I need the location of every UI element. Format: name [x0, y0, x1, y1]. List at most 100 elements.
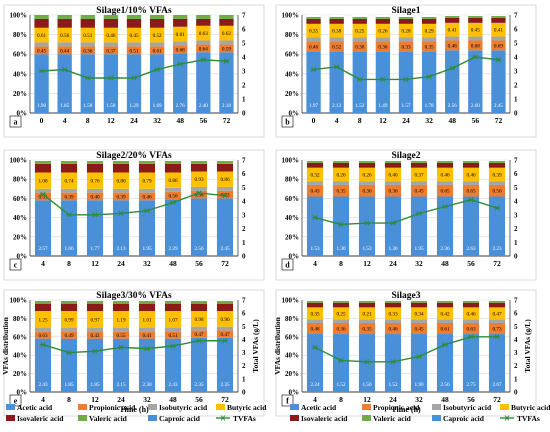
x-tick-label: 12: [379, 116, 387, 125]
bar-segment-isovaleric: [462, 302, 480, 308]
y-axis-label-left: VFAs distribution: [1, 316, 10, 374]
bar-segment-caproic: [190, 160, 208, 161]
data-label-butyric: 0.86: [168, 178, 177, 184]
y-tick-left: 0%: [289, 389, 300, 397]
y-tick-right: 7: [242, 297, 246, 305]
bar-segment-propionic: [462, 323, 480, 335]
tvfa-marker: [66, 350, 72, 356]
bar-segment-isobutyric: [410, 181, 428, 185]
x-tick-label: 4: [63, 116, 67, 125]
bar-segment-caproic: [462, 160, 480, 161]
bar-segment-isobutyric: [86, 327, 104, 332]
y-tick-left: 100%: [10, 12, 28, 20]
bar-segment-butyric: [190, 171, 208, 187]
bar-segment-butyric: [488, 167, 506, 182]
bar-segment-butyric: [306, 167, 324, 182]
bar-segment-isovaleric: [112, 163, 130, 173]
y-tick-left: 0%: [17, 389, 28, 397]
y-tick-left: 80%: [285, 315, 299, 323]
bar-segment-propionic: [190, 190, 208, 199]
bar-segment-isovaleric: [149, 18, 165, 28]
y-tick-right: 7: [242, 12, 246, 20]
bar-segment-butyric: [86, 311, 104, 328]
bar-segment-acetic: [398, 51, 414, 113]
data-label-acetic: 2.35: [220, 382, 229, 388]
bar-segment-propionic: [491, 40, 506, 51]
panel-letter-box: [9, 115, 22, 128]
bar-segment-isobutyric: [138, 188, 156, 193]
data-label-butyric: 0.29: [425, 29, 434, 35]
y-tick-right: 1: [514, 96, 518, 104]
legend-label: Valeric acid: [373, 414, 412, 423]
bar-segment-isobutyric: [80, 42, 95, 47]
bar-segment-isovaleric: [375, 18, 391, 24]
y-tick-left: 20%: [13, 233, 27, 241]
bar-segment-propionic: [103, 46, 119, 55]
bar-segment-propionic: [86, 192, 104, 201]
bar-segment-propionic: [219, 44, 234, 53]
bar-segment-isovaleric: [86, 303, 104, 312]
bar-segment-isobutyric: [112, 188, 130, 193]
bar-segment-valeric: [398, 16, 414, 19]
bar-segment-valeric: [306, 160, 324, 163]
data-label-acetic: 1.85: [90, 382, 99, 388]
x-tick-label: 72: [495, 116, 503, 125]
bar-segment-caproic: [164, 160, 182, 161]
y-tick-right: 1: [242, 239, 246, 247]
bar-segment-isovaleric: [216, 163, 234, 172]
bar-segment-butyric: [445, 22, 460, 37]
bar-segment-isovaleric: [126, 18, 142, 28]
data-label-propionic: 0.36: [83, 48, 92, 54]
data-label-acetic: 1.78: [425, 103, 434, 109]
x-tick-label: 0: [312, 116, 316, 125]
bar-segment-butyric: [149, 27, 165, 43]
bar-segment-valeric: [384, 300, 402, 303]
bar-segment-valeric: [34, 300, 52, 304]
bar-segment-acetic: [306, 196, 324, 256]
bar-segment-propionic: [398, 41, 414, 52]
bar-segment-valeric: [462, 300, 480, 303]
panel-c: 0%20%40%60%80%100%012345672.570.511.0841…: [3, 149, 265, 281]
bar-segment-propionic: [358, 184, 376, 197]
y-tick-left: 40%: [13, 214, 27, 222]
tvfa-marker: [449, 65, 456, 71]
data-label-propionic: 0.63: [38, 333, 47, 339]
y-tick-right: 0: [514, 253, 518, 261]
y-tick-right: 6: [514, 170, 518, 178]
data-label-propionic: 0.45: [37, 48, 46, 54]
panel-frame: [275, 149, 537, 281]
panel-frame: [3, 4, 265, 138]
x-tick-label: 24: [130, 116, 138, 125]
bar-segment-propionic: [164, 331, 182, 339]
bar-segment-butyric: [138, 311, 156, 328]
x-tick-label: 8: [67, 395, 71, 404]
bar-segment-propionic: [57, 46, 72, 55]
bar-segment-valeric: [488, 300, 506, 303]
y-tick-left: 0%: [289, 110, 300, 118]
bar-segment-isovaleric: [329, 18, 344, 24]
bar-segment-isobutyric: [164, 327, 182, 332]
data-label-acetic: 2.13: [116, 246, 125, 252]
y-tick-left: 80%: [13, 31, 27, 39]
bar-segment-isovaleric: [410, 302, 428, 308]
data-label-propionic: 0.51: [129, 48, 138, 54]
tvfa-marker: [61, 67, 68, 73]
bar-segment-valeric: [80, 15, 95, 19]
bar-segment-isobutyric: [173, 41, 188, 46]
bar-segment-acetic: [216, 198, 234, 256]
bar-segment-propionic: [190, 330, 208, 338]
panel-letter-box: [9, 258, 22, 271]
bar-segment-isobutyric: [190, 186, 208, 191]
bar-segment-isovaleric: [34, 18, 49, 28]
bar-segment-propionic: [60, 331, 78, 339]
bar-segment-isovaleric: [34, 303, 52, 312]
data-label-butyric: 0.61: [37, 33, 46, 39]
data-label-propionic: 0.46: [388, 327, 397, 333]
bar-segment-isovaleric: [164, 163, 182, 173]
data-label-acetic: 2.24: [310, 382, 319, 388]
bar-segment-valeric: [332, 300, 350, 303]
y-tick-left: 60%: [285, 333, 299, 341]
panel-letter: c: [14, 261, 18, 270]
bar-segment-propionic: [358, 323, 376, 335]
y-tick-left: 60%: [13, 51, 27, 59]
